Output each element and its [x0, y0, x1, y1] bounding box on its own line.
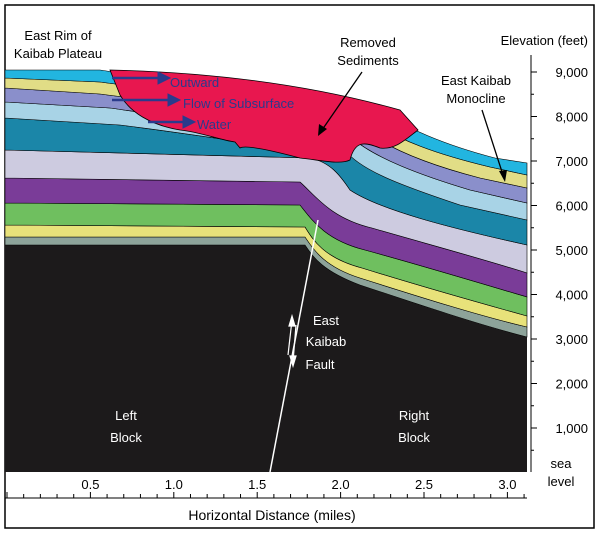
elevation-tick-label: 5,000 [555, 243, 588, 258]
basement-rock [5, 245, 527, 472]
elevation-tick-label: 1,000 [555, 421, 588, 436]
distance-tick-label: 2.5 [415, 477, 433, 492]
elevation-sea-label-line1: sea [551, 456, 573, 471]
elevation-tick-label: 7,000 [555, 154, 588, 169]
elevation-tick-label: 9,000 [555, 65, 588, 80]
flow-label-line3: Water [197, 117, 232, 132]
elevation-axis-ticks: 9,000 8,000 7,000 6,000 5,000 4,000 3,000 2,000… [531, 65, 588, 451]
fault-label-line2: Kaibab [306, 334, 346, 349]
removed-sediments-label-line2: Sediments [337, 53, 399, 68]
removed-sediments-label-line1: Removed [340, 35, 396, 50]
distance-tick-label: 2.0 [332, 477, 350, 492]
elevation-tick-label: 6,000 [555, 199, 588, 214]
fault-label-line3: Fault [306, 357, 335, 372]
fault-label-line1: East [313, 313, 339, 328]
right-block-label-line1: Right [399, 408, 430, 423]
distance-axis-title: Horizontal Distance (miles) [188, 507, 355, 523]
fault-movement-arrows [287, 313, 297, 369]
monocline-pointer [481, 109, 507, 182]
elevation-tick-label: 4,000 [555, 288, 588, 303]
east-rim-label-line1: East Rim of [24, 28, 92, 43]
distance-tick-label: 1.5 [248, 477, 266, 492]
distance-tick-label: 3.0 [498, 477, 516, 492]
distance-tick-label: 0.5 [81, 477, 99, 492]
monocline-label-line1: East Kaibab [441, 73, 511, 88]
flow-arrows [112, 71, 197, 129]
elevation-tick-label: 8,000 [555, 110, 588, 125]
elevation-tick-label: 2,000 [555, 377, 588, 392]
elevation-tick-label: 3,000 [555, 332, 588, 347]
distance-tick-label: 1.0 [165, 477, 183, 492]
right-block-label-line2: Block [398, 430, 430, 445]
monocline-label-line2: Monocline [446, 91, 505, 106]
distance-axis-minor-ticks [6, 492, 525, 498]
flow-label-line2: Flow of Subsurface [183, 96, 294, 111]
distance-axis-tick-labels: 0.5 1.0 1.5 2.0 2.5 3.0 [81, 477, 516, 492]
elevation-sea-label-line2: level [548, 474, 575, 489]
east-rim-label-line2: Kaibab Plateau [14, 46, 102, 61]
removed-sediments-pointer [318, 71, 363, 136]
flow-label-line1: Outward [170, 75, 219, 90]
left-block-label-line1: Left [115, 408, 137, 423]
left-block-label-line2: Block [110, 430, 142, 445]
removed-sediments [109, 69, 419, 163]
elevation-axis-title: Elevation (feet) [501, 33, 588, 48]
